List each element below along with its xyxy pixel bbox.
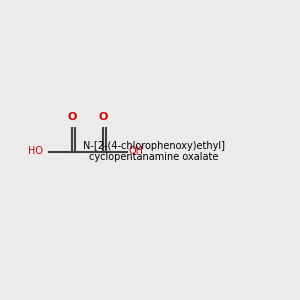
Text: O: O (68, 112, 77, 122)
Text: O: O (99, 112, 108, 122)
Text: N-[2-(4-chlorophenoxy)ethyl]
cyclopentanamine oxalate: N-[2-(4-chlorophenoxy)ethyl] cyclopentan… (83, 141, 225, 162)
Text: OH: OH (129, 146, 144, 157)
Text: HO: HO (28, 146, 43, 157)
